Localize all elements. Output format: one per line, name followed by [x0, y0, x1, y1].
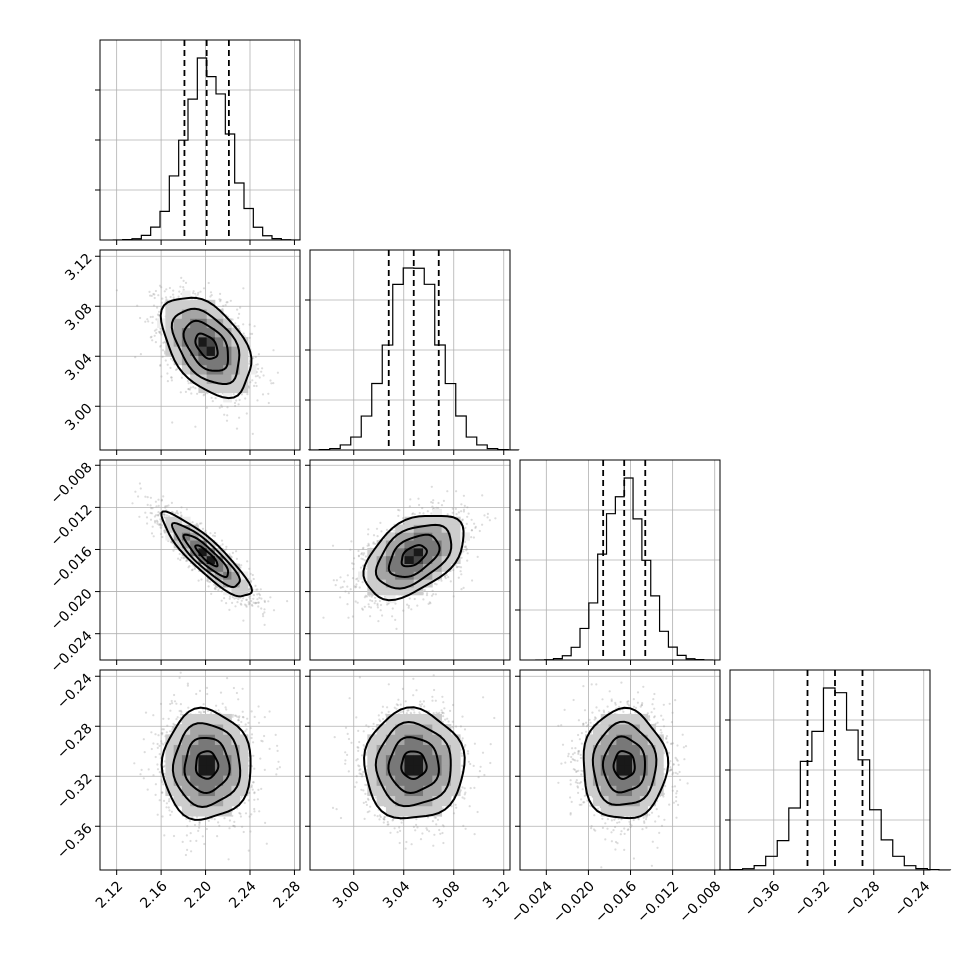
contour-level-1	[400, 544, 428, 568]
contour-level-4	[582, 706, 670, 820]
contour-level-2	[387, 533, 441, 578]
x-tick-label: 3.04	[380, 878, 413, 911]
contour-level-4	[362, 514, 465, 602]
x-tick-label: −0.012	[634, 878, 682, 926]
x-tick-label: −0.36	[742, 878, 784, 920]
x-tick-label: 2.16	[137, 878, 170, 911]
density-grid	[358, 508, 470, 604]
x-tick-label: 2.20	[182, 878, 215, 911]
contour-level-2	[183, 736, 231, 795]
x-tick-label: 3.00	[330, 878, 363, 911]
contour-level-2	[182, 319, 229, 372]
contour-level-3	[171, 722, 242, 809]
contour-level-2	[182, 533, 230, 578]
contour-level-2	[387, 736, 440, 795]
contour-level-3	[374, 523, 453, 590]
y-tick-label: −0.36	[54, 821, 96, 863]
density-grid	[165, 516, 249, 596]
y-tick-label: −0.012	[48, 502, 96, 550]
scatter-panel-3-1	[95, 459, 301, 665]
y-tick-label: 3.04	[62, 351, 95, 384]
x-tick-label: −0.28	[842, 878, 884, 920]
y-tick-label: 3.08	[62, 301, 95, 334]
histogram-panel-2	[305, 249, 520, 455]
contour-level-1	[194, 332, 219, 360]
x-tick-label: −0.024	[508, 878, 556, 926]
scatter-panel-4-1	[95, 669, 301, 875]
scatter-panel-3-2	[305, 459, 511, 665]
contour-level-2	[601, 735, 646, 794]
x-tick-label: 2.28	[271, 878, 304, 911]
contour-level-4	[160, 510, 254, 598]
scatter-panel-2-1	[95, 249, 301, 455]
scatter-panel-4-3	[515, 669, 721, 875]
panel-frame	[99, 459, 301, 661]
x-tick-label: 3.08	[430, 878, 463, 911]
histogram-panel-3	[515, 459, 721, 665]
contour-level-1	[194, 750, 220, 780]
histogram-panel-4	[718, 669, 952, 875]
contour-level-4	[159, 296, 253, 400]
contour-level-3	[374, 721, 452, 808]
x-tick-label: −0.32	[792, 878, 834, 920]
x-tick-label: −0.020	[550, 878, 598, 926]
contour-level-1	[194, 544, 219, 568]
x-tick-label: −0.24	[892, 878, 934, 920]
x-tick-label: 2.12	[93, 878, 126, 911]
scatter-panel-4-2	[305, 669, 511, 875]
x-tick-label: −0.016	[592, 878, 640, 926]
panel-frame	[99, 249, 301, 451]
histogram-step-1	[112, 57, 301, 241]
panel-frame	[99, 669, 301, 871]
histogram-step-2	[308, 267, 520, 451]
contour-level-3	[170, 307, 241, 386]
panel-frame	[309, 459, 511, 661]
x-tick-label: 2.24	[226, 878, 259, 911]
y-tick-label: −0.020	[48, 586, 96, 634]
density-grid	[367, 713, 461, 817]
histogram-panel-1	[95, 39, 301, 245]
density-grid	[165, 713, 249, 817]
panel-frame	[309, 669, 511, 871]
density-grid	[157, 290, 257, 403]
contour-level-3	[170, 521, 241, 589]
panel-frame	[519, 669, 721, 871]
contour-level-3	[591, 720, 658, 806]
histogram-step-3	[535, 477, 714, 661]
y-tick-label: 3.00	[62, 401, 95, 434]
y-tick-label: −0.016	[48, 544, 96, 592]
y-tick-label: −0.24	[54, 671, 96, 713]
x-tick-label: 3.12	[480, 878, 513, 911]
x-tick-label: −0.008	[676, 878, 724, 926]
y-tick-label: −0.008	[48, 460, 96, 508]
y-tick-label: 3.12	[62, 251, 95, 284]
y-tick-label: −0.28	[54, 721, 96, 763]
y-tick-label: −0.024	[48, 628, 96, 676]
contour-level-4	[363, 706, 466, 820]
contour-level-1	[612, 750, 636, 781]
contour-level-4	[160, 706, 252, 821]
y-tick-label: −0.32	[54, 771, 96, 813]
contour-level-1	[400, 750, 428, 781]
